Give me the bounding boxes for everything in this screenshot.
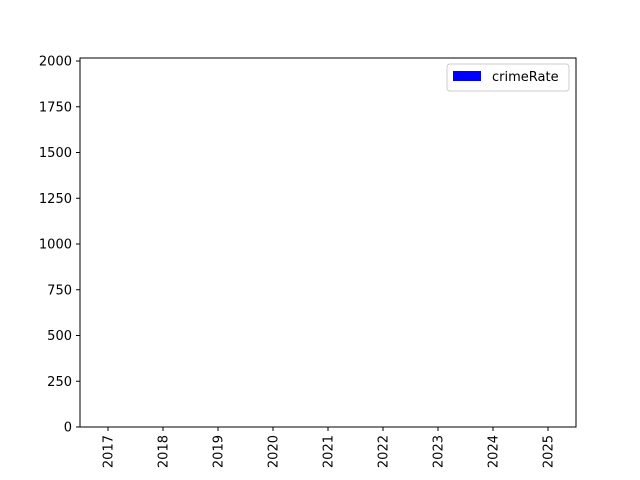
plot-area: [80, 58, 576, 427]
x-tick-label: 2018: [157, 435, 172, 468]
x-tick-label: 2023: [432, 435, 447, 468]
x-tick-label: 2021: [322, 435, 337, 468]
x-tick-label: 2019: [212, 435, 227, 468]
y-tick-label: 1000: [39, 238, 72, 253]
x-tick-label: 2017: [102, 435, 117, 468]
x-tick-label: 2020: [267, 435, 282, 468]
y-tick-label: 1750: [39, 100, 72, 115]
legend: crimeRate: [446, 63, 570, 92]
legend-swatch: [453, 71, 481, 81]
y-axis: 0 250 500 750 1000 1250 1500 1750 2000: [39, 55, 80, 436]
y-tick-label: 1250: [39, 192, 72, 207]
x-axis: 2017 2018 2019 2020 2021 2022 2023 2024 2025: [102, 427, 557, 468]
x-tick-label: 2025: [542, 435, 557, 468]
y-tick-label: 2000: [39, 55, 72, 70]
legend-label: crimeRate: [492, 70, 559, 85]
x-tick-label: 2022: [377, 435, 392, 468]
y-tick-label: 0: [64, 421, 72, 436]
y-tick-label: 750: [47, 283, 72, 298]
y-tick-label: 1500: [39, 146, 72, 161]
legend-frame: [446, 63, 570, 92]
plot-frame: [79, 57, 577, 428]
y-tick-label: 250: [47, 375, 72, 390]
y-tick-label: 500: [47, 329, 72, 344]
x-tick-label: 2024: [487, 435, 502, 468]
